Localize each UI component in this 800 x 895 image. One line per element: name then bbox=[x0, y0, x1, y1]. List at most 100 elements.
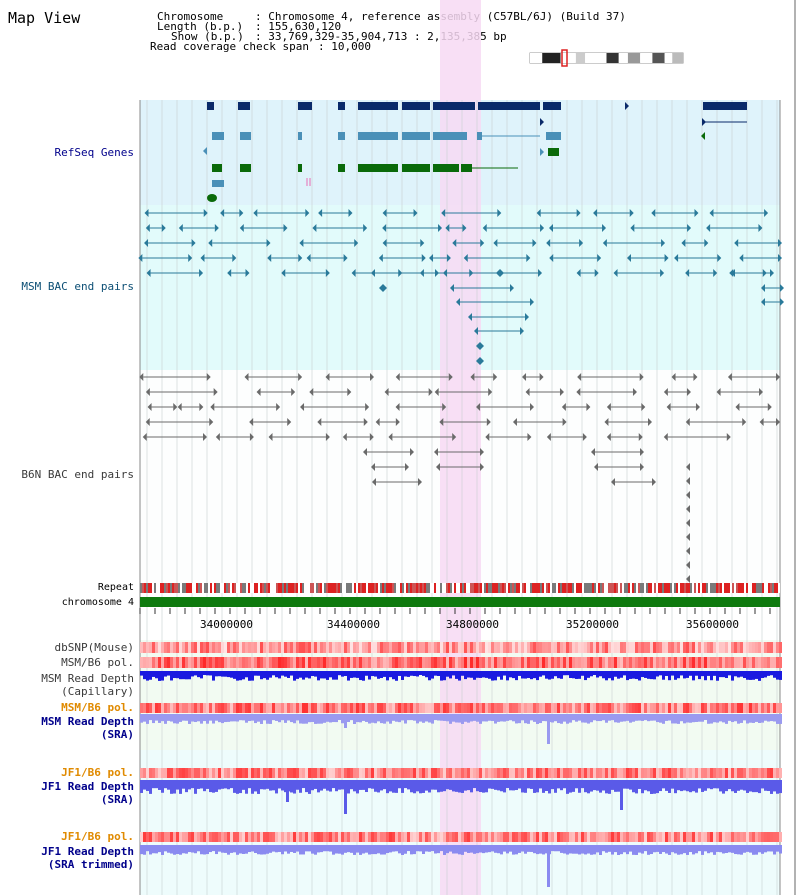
polymorphism-cell bbox=[593, 703, 596, 713]
strand-arrow bbox=[647, 418, 652, 426]
polymorphism-cell bbox=[227, 642, 230, 653]
polymorphism-cell bbox=[392, 768, 395, 778]
depth-bar bbox=[449, 714, 452, 724]
polymorphism-cell bbox=[254, 642, 257, 653]
polymorphism-cell bbox=[203, 832, 206, 842]
strand-arrow bbox=[363, 448, 367, 456]
depth-bar bbox=[506, 671, 509, 681]
repeat-segment bbox=[594, 583, 596, 593]
depth-bar bbox=[521, 714, 524, 721]
repeat-segment bbox=[266, 583, 268, 593]
polymorphism-cell bbox=[662, 642, 665, 653]
depth-bar bbox=[338, 714, 341, 721]
depth-bar bbox=[485, 845, 488, 853]
strand-arrow bbox=[597, 254, 602, 262]
repeat-segment bbox=[278, 583, 280, 593]
polymorphism-cell bbox=[548, 703, 551, 713]
polymorphism-cell bbox=[554, 768, 557, 778]
polymorphism-cell bbox=[293, 832, 296, 842]
depth-bar bbox=[683, 671, 686, 679]
polymorphism-cell bbox=[197, 832, 200, 842]
polymorphism-cell bbox=[563, 703, 566, 713]
polymorphism-cell bbox=[560, 768, 563, 778]
depth-bar bbox=[731, 671, 734, 681]
polymorphism-cell bbox=[761, 832, 764, 842]
polymorphism-cell bbox=[608, 657, 611, 668]
depth-bar bbox=[401, 780, 404, 793]
polymorphism-cell bbox=[266, 768, 269, 778]
polymorphism-cell bbox=[467, 832, 470, 842]
polymorphism-cell bbox=[347, 642, 350, 653]
polymorphism-cell bbox=[737, 832, 740, 842]
polymorphism-cell bbox=[539, 703, 542, 713]
polymorphism-cell bbox=[347, 768, 350, 778]
strand-arrow bbox=[199, 269, 204, 277]
polymorphism-cell bbox=[254, 703, 257, 713]
polymorphism-cell bbox=[224, 832, 227, 842]
repeat-segment bbox=[182, 583, 184, 593]
depth-bar bbox=[596, 671, 599, 678]
polymorphism-cell bbox=[167, 657, 170, 668]
repeat-segment bbox=[766, 583, 768, 593]
polymorphism-cell bbox=[536, 768, 539, 778]
repeat-segment bbox=[246, 583, 248, 593]
depth-bar bbox=[389, 714, 392, 724]
depth-bar bbox=[359, 845, 362, 855]
depth-bar bbox=[242, 714, 245, 721]
polymorphism-cell bbox=[203, 703, 206, 713]
depth-bar bbox=[710, 780, 713, 790]
strand-arrow bbox=[268, 433, 273, 441]
polymorphism-cell bbox=[779, 703, 782, 713]
depth-bar bbox=[620, 714, 623, 722]
depth-bar bbox=[551, 845, 554, 852]
strand-arrow bbox=[298, 373, 303, 381]
polymorphism-cell bbox=[281, 703, 284, 713]
depth-bar bbox=[488, 845, 491, 853]
depth-bar bbox=[242, 845, 245, 854]
polymorphism-cell bbox=[761, 768, 764, 778]
polymorphism-cell bbox=[593, 642, 596, 653]
depth-bar bbox=[623, 671, 626, 676]
repeat-segment bbox=[542, 583, 544, 593]
gene-exon bbox=[402, 102, 430, 110]
depth-bar bbox=[269, 845, 272, 853]
depth-bar bbox=[674, 714, 677, 724]
depth-bar bbox=[515, 714, 518, 724]
depth-bar bbox=[704, 671, 707, 681]
repeat-segment bbox=[304, 583, 306, 593]
strand-arrow bbox=[208, 102, 212, 110]
polymorphism-cell bbox=[377, 832, 380, 842]
polymorphism-cell bbox=[188, 703, 191, 713]
depth-bar bbox=[389, 780, 392, 792]
polymorphism-cell bbox=[386, 657, 389, 668]
strand-arrow bbox=[577, 373, 582, 381]
polymorphism-cell bbox=[275, 642, 278, 653]
depth-bar bbox=[191, 714, 194, 722]
repeat-segment bbox=[506, 583, 508, 593]
strand-arrow bbox=[546, 433, 551, 441]
depth-bar bbox=[353, 671, 356, 678]
strand-arrow bbox=[421, 254, 426, 262]
polymorphism-cell bbox=[485, 832, 488, 842]
polymorphism-cell bbox=[203, 657, 206, 668]
polymorphism-cell bbox=[695, 703, 698, 713]
depth-bar bbox=[668, 780, 671, 793]
depth-bar bbox=[188, 671, 191, 680]
repeat-segment bbox=[324, 583, 326, 593]
depth-bar bbox=[323, 671, 326, 679]
depth-bar bbox=[572, 845, 575, 854]
repeat-segment bbox=[290, 583, 292, 593]
depth-bar bbox=[638, 714, 641, 721]
axis-tick-label: 34400000 bbox=[327, 618, 380, 631]
polymorphism-cell bbox=[143, 768, 146, 778]
repeat-segment bbox=[536, 583, 538, 593]
polymorphism-cell bbox=[626, 768, 629, 778]
polymorphism-cell bbox=[494, 703, 497, 713]
polymorphism-cell bbox=[569, 768, 572, 778]
depth-bar bbox=[704, 780, 707, 791]
polymorphism-cell bbox=[320, 703, 323, 713]
strand-arrow bbox=[671, 373, 676, 381]
strand-arrow bbox=[287, 418, 292, 426]
depth-bar bbox=[566, 671, 569, 676]
